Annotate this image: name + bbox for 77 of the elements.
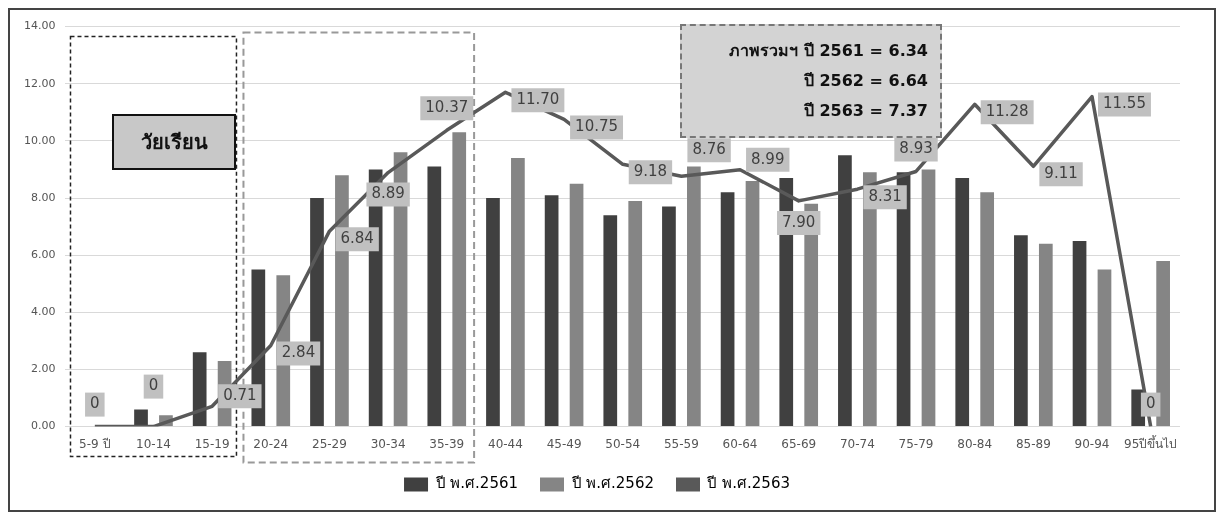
data-label: 8.31 xyxy=(868,187,902,206)
x-tick-label: 50-54 xyxy=(605,436,641,451)
x-tick-label: 5-9 ปี xyxy=(79,436,111,451)
data-label: 9.11 xyxy=(1044,164,1078,183)
data-label: 2.84 xyxy=(281,343,316,362)
x-tick-label: 65-69 xyxy=(781,436,817,451)
x-tick-label: 15-19 xyxy=(194,436,230,451)
y-tick-label: 10.00 xyxy=(23,133,56,147)
bar xyxy=(569,183,584,427)
bar xyxy=(134,409,148,427)
data-label: 7.90 xyxy=(782,212,816,231)
y-tick-label: 8.00 xyxy=(30,190,56,204)
x-tick-label: 10-14 xyxy=(136,436,171,451)
data-label: 6.84 xyxy=(340,229,374,248)
data-label: 9.18 xyxy=(633,162,668,181)
data-label: 8.93 xyxy=(899,139,933,158)
annotation: ปี 2563 = 7.37 xyxy=(802,100,928,122)
label-box: วัยเรียน xyxy=(112,114,236,170)
data-label: 11.55 xyxy=(1103,94,1146,113)
data-label: 11.70 xyxy=(516,90,560,109)
data-label: 0.71 xyxy=(223,386,257,405)
x-tick-label: 70-74 xyxy=(839,436,875,451)
x-tick-label: 60-64 xyxy=(722,436,758,451)
bar xyxy=(720,192,735,427)
annotation: ภาพรวมฯ ปี 2561 = 6.34 xyxy=(728,40,928,62)
bar xyxy=(1156,260,1170,427)
data-label: 10.75 xyxy=(575,117,619,136)
x-tick-label: 45-49 xyxy=(546,436,582,451)
y-tick-label: 2.00 xyxy=(30,362,56,376)
bar xyxy=(486,198,500,427)
legend-label: ปี พ.ศ.2561 xyxy=(434,474,519,493)
data-label: 0 xyxy=(1145,394,1156,413)
y-tick-label: 12.00 xyxy=(23,76,56,90)
x-tick-label: 95ปีขึ้นไป xyxy=(1124,434,1178,451)
x-tick-label: 20-24 xyxy=(253,436,289,451)
y-tick-label: 0.00 xyxy=(30,419,56,433)
note-box: ภาพรวมฯ ปี 2561 = 6.34 ปี 2562 = 6.64 ปี 2563 = 7.37 xyxy=(680,24,942,138)
bar xyxy=(1097,269,1112,427)
bar xyxy=(192,352,207,427)
y-tick-label: 14.00 xyxy=(23,19,56,33)
bar xyxy=(838,155,852,427)
x-tick-label: 55-59 xyxy=(663,436,699,451)
y-tick-label: 6.00 xyxy=(30,248,56,262)
x-tick-label: 40-44 xyxy=(487,436,523,451)
data-label: 0 xyxy=(148,376,159,395)
data-label: 11.28 xyxy=(985,102,1029,121)
data-label: 0 xyxy=(90,394,100,413)
legend-label: ปี พ.ศ.2562 xyxy=(570,474,654,493)
data-label: 10.37 xyxy=(425,98,469,117)
bar xyxy=(955,178,970,427)
x-tick-label: 25-29 xyxy=(312,436,347,451)
x-tick-label: 80-84 xyxy=(957,436,993,451)
bar xyxy=(452,132,467,427)
bar xyxy=(980,192,995,427)
bar xyxy=(603,215,618,427)
bar xyxy=(1038,243,1053,427)
legend-label: ปี พ.ศ.2563 xyxy=(706,474,790,493)
data-label: 8.89 xyxy=(371,184,405,203)
bar xyxy=(628,200,643,427)
x-tick-label: 85-89 xyxy=(1015,436,1051,451)
annotation: ปี 2562 = 6.64 xyxy=(802,70,928,92)
bar xyxy=(1014,235,1028,427)
bar xyxy=(511,158,525,427)
bar xyxy=(921,169,936,427)
x-tick-label: 75-79 xyxy=(898,436,934,451)
bar xyxy=(745,180,760,427)
data-label: 8.99 xyxy=(751,149,785,168)
x-tick-label: 35-39 xyxy=(429,436,465,451)
bar xyxy=(1072,240,1087,427)
bar xyxy=(687,166,701,427)
bar xyxy=(662,206,676,427)
bar xyxy=(427,166,442,427)
y-tick-label: 4.00 xyxy=(30,305,56,319)
x-tick-label: 90-94 xyxy=(1074,436,1110,451)
x-tick-label: 30-34 xyxy=(370,436,406,451)
bar xyxy=(544,195,559,427)
data-label: 8.76 xyxy=(692,140,726,159)
